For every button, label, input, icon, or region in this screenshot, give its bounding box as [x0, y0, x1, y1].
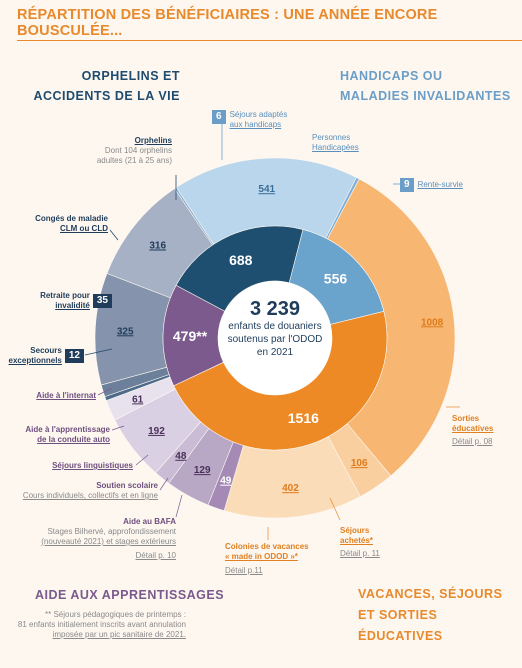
bottom-connector-lines	[97, 387, 183, 518]
label-bafa-sub2: (nouveauté 2021) et stages extérieurs	[41, 537, 176, 546]
section-orphelins-line2: ACCIDENTS DE LA VIE	[33, 89, 180, 103]
outer-value-soutien-scolaire: 129	[194, 465, 211, 476]
label-colonies-line2: « made in ODOD »*	[225, 552, 298, 561]
label-sejours-achetes-line1: Séjours	[340, 526, 370, 535]
label-personnes-line2: Handicapées	[312, 143, 359, 152]
outer-value-colonies-de-vacances-made-in-odod: 402	[282, 483, 299, 494]
label-personnes-line1: Personnes	[312, 133, 351, 142]
inner-value-aide-aux-apprentissages: 479**	[173, 328, 208, 344]
label-sorties: Sorties éducatives Détail p. 08	[452, 414, 512, 447]
label-rente-text: Rente-survie	[417, 180, 463, 189]
label-colonies-line1: Colonies de vacances	[225, 542, 309, 551]
section-vacances-line2: ET SORTIES ÉDUCATIVES	[358, 608, 443, 643]
center-text: 3 239 enfants de douaniers soutenus par …	[218, 298, 332, 359]
outer-value-orphelins: 316	[149, 240, 166, 251]
inner-ring	[162, 225, 388, 451]
section-orphelins-line1: ORPHELINS ET	[81, 69, 180, 83]
section-handicaps-line2: MALADIES INVALIDANTES	[340, 89, 511, 103]
outer-value-aide-au-bafa: 49	[220, 476, 232, 487]
footnote-line2: 81 enfants initialement inscrits avant a…	[17, 620, 186, 629]
outer-value-conges-de-maladie-clm-ou-cld: 325	[117, 326, 134, 337]
inner-value-labels: 688 556 1516 479**	[173, 252, 347, 426]
label-bafa: Aide au BAFA Stages Bilhervé, approfondi…	[6, 517, 176, 561]
label-conduite-line2: de la conduite auto	[37, 435, 110, 444]
page-title: RÉPARTITION DES BÉNÉFICIAIRES : UNE ANNÉ…	[17, 7, 522, 41]
inner-value-orphelins-et-accidents-de-la-vie: 688	[229, 252, 253, 268]
footnote-line3: imposée par un pic sanitaire de 2021.	[52, 630, 186, 639]
label-secours: Secours exceptionnels 12	[8, 346, 84, 366]
footnote: ** Séjours pédagogiques de printemps : 8…	[0, 610, 186, 640]
label-sorties-line1: Sorties	[452, 414, 480, 423]
center-line3: en 2021	[256, 347, 294, 358]
label-conges: Congés de maladie CLM ou CLD	[0, 214, 108, 234]
label-conduite-line1: Aide à l'apprentissage	[25, 425, 110, 434]
badge-secours: 12	[64, 349, 84, 363]
outer-ring	[94, 157, 456, 519]
label-conges-line1: Congés de maladie	[35, 214, 108, 223]
label-retraite-line1: Retraite pour	[40, 291, 90, 300]
label-conduite: Aide à l'apprentissage de la conduite au…	[0, 425, 110, 445]
label-sejours-achetes: Séjours achetés* Détail p. 11	[340, 526, 400, 559]
label-bafa-sub1: Stages Bilhervé, approfondissement	[47, 527, 176, 536]
outer-value-sejours-achetes: 106	[351, 458, 368, 469]
center-line2: soutenus par l'ODOD	[227, 334, 323, 345]
label-sejours-adaptes-line2: aux handicaps	[229, 120, 282, 129]
outer-value-sorties-educatives: 1008	[421, 317, 444, 328]
label-linguistiques-text: Séjours linguistiques	[52, 461, 133, 470]
label-linguistiques: Séjours linguistiques	[23, 461, 133, 471]
outer-value-aide-a-l-internat: 61	[132, 394, 144, 405]
label-personnes: Personnes Handicapées	[312, 133, 392, 153]
section-handicaps-line1: HANDICAPS OU	[340, 69, 443, 83]
label-internat-text: Aide à l'internat	[36, 391, 96, 400]
inner-value-handicaps-ou-maladies-invalidantes: 556	[324, 270, 348, 286]
label-bafa-title: Aide au BAFA	[123, 517, 176, 526]
label-sejours-adaptes-line1: Séjours adaptés	[229, 110, 288, 119]
section-vacances-title: VACANCES, SÉJOURS ET SORTIES ÉDUCATIVES	[358, 584, 518, 647]
label-soutien-sub: Cours individuels, collectifs et en lign…	[22, 491, 158, 500]
label-orphelins: Orphelins Dont 104 orphelins adultes (21…	[52, 136, 172, 166]
label-orphelins-sub2: adultes (21 à 25 ans)	[96, 156, 172, 165]
label-secours-line1: Secours	[30, 346, 62, 355]
section-orphelins-title: ORPHELINS ET ACCIDENTS DE LA VIE	[10, 66, 180, 106]
inner-value-vacances-sejours-et-sorties-educatives: 1516	[288, 410, 319, 426]
footnote-line1: ** Séjours pédagogiques de printemps :	[45, 610, 186, 619]
label-colonies: Colonies de vacances « made in ODOD »* D…	[225, 542, 325, 576]
center-line1: enfants de douaniers	[228, 321, 322, 332]
label-internat: Aide à l'internat	[0, 391, 96, 401]
center-circle	[218, 281, 332, 395]
label-soutien-title: Soutien scolaire	[96, 481, 158, 490]
label-orphelins-title: Orphelins	[134, 136, 172, 145]
section-handicaps-title: HANDICAPS OU MALADIES INVALIDANTES	[340, 66, 520, 106]
outer-value-personnes-handicapees: 541	[258, 184, 275, 195]
label-soutien: Soutien scolaire Cours individuels, coll…	[0, 481, 158, 501]
outer-value-aide-a-l-apprentissage-de-la-conduite-auto: 192	[148, 426, 165, 437]
label-orphelins-sub1: Dont 104 orphelins	[104, 146, 172, 155]
label-bafa-detail[interactable]: Détail p. 10	[135, 551, 176, 560]
label-conges-line2: CLM ou CLD	[60, 224, 108, 233]
badge-rente: 9	[400, 178, 414, 192]
section-vacances-line1: VACANCES, SÉJOURS	[358, 587, 503, 601]
label-sejours-achetes-detail[interactable]: Détail p. 11	[340, 549, 380, 558]
label-secours-line2: exceptionnels	[8, 356, 62, 365]
label-sorties-line2: éducatives	[452, 424, 494, 433]
outer-value-labels: 316 541 1008 106 402 49 129 48 192 61 325	[117, 184, 444, 494]
badge-retraite: 35	[92, 294, 112, 308]
label-sejours-achetes-line2: achetés*	[340, 536, 373, 545]
label-retraite: Retraite pour invalidité 35	[22, 291, 112, 311]
label-rente: 9 Rente-survie	[400, 178, 510, 192]
label-sejours-adaptes: 6 Séjours adaptés aux handicaps	[212, 110, 312, 130]
outer-value-sejours-linguistiques: 48	[175, 451, 187, 462]
badge-sejours-adaptes: 6	[212, 110, 226, 124]
label-retraite-line2: invalidité	[55, 301, 90, 310]
center-total: 3 239	[249, 298, 301, 320]
section-apprentissages-title: AIDE AUX APPRENTISSAGES	[35, 588, 225, 602]
label-sorties-detail[interactable]: Détail p. 08	[452, 437, 493, 446]
orange-connector-lines	[267, 406, 460, 540]
label-colonies-detail[interactable]: Détail p.11	[225, 566, 263, 575]
